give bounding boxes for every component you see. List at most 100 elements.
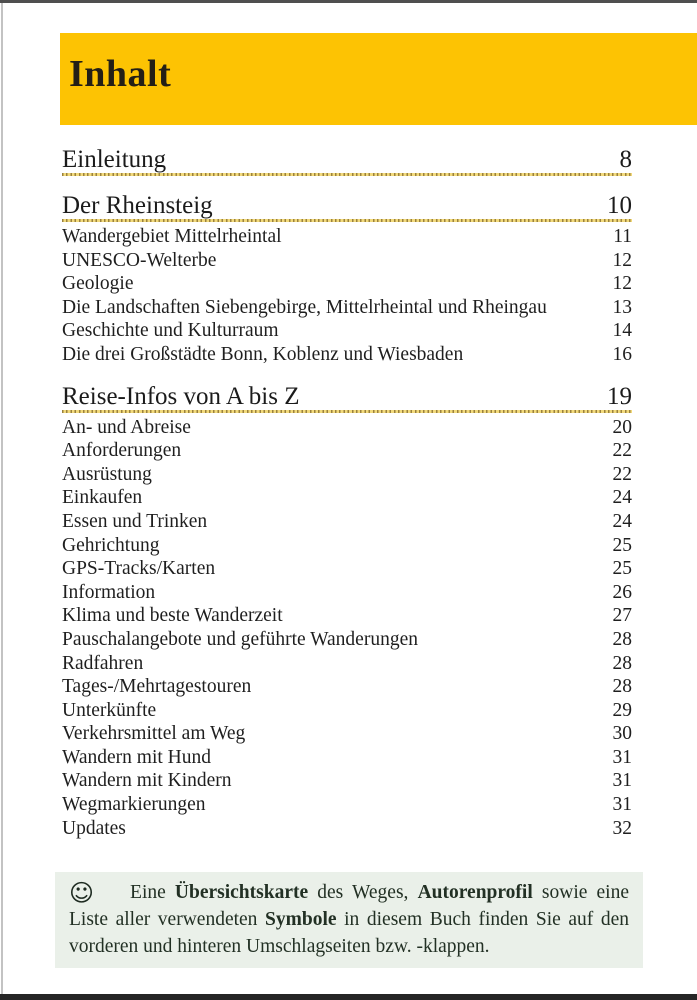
- toc-item-page: 25: [612, 558, 633, 580]
- toc-item-label: UNESCO-Welterbe: [62, 249, 217, 271]
- page-title: Inhalt: [69, 53, 172, 95]
- page-bottom-edge: [0, 994, 697, 1000]
- toc-section-title: Reise-Infos von A bis Z: [62, 382, 300, 410]
- toc-item-label: Klima und beste Wanderzeit: [62, 605, 283, 627]
- toc-item-list: Wandergebiet Mittelrheintal 11 UNESCO-Welt…: [62, 225, 632, 367]
- toc-item-page: 12: [612, 273, 633, 295]
- toc-section-page: 10: [607, 192, 632, 219]
- toc-section-header: Einleitung 8: [62, 146, 632, 176]
- toc-item-list: An- und Abreise 20 Anforderungen 22 Ausrüstu…: [62, 416, 632, 841]
- note-text-segment: sowie eine Liste aller verwendeten: [69, 882, 630, 930]
- toc-item-label: Geschichte und Kulturraum: [62, 320, 279, 342]
- toc-section-page: 19: [607, 382, 632, 410]
- toc-section: Einleitung 8: [62, 146, 632, 176]
- toc-section-title: Der Rheinsteig: [62, 192, 213, 219]
- toc-item-page: 31: [612, 746, 633, 768]
- toc-item-page: 11: [613, 226, 632, 247]
- toc-item-page: 31: [612, 794, 633, 816]
- toc-item: Verkehrsmittel am Weg 30: [62, 722, 632, 746]
- note-bold-term: Symbole: [265, 909, 337, 930]
- toc-item-label: Die drei Großstädte Bonn, Koblenz und Wi…: [62, 343, 464, 365]
- toc-item-label: An- und Abreise: [62, 416, 191, 438]
- toc-item: Updates 32: [62, 817, 632, 841]
- toc-item-page: 22: [612, 440, 633, 462]
- toc-item: Ausrüstung 22: [62, 463, 632, 487]
- note-box: ☺ Eine Übersichtskarte des Weges, Autoren…: [55, 872, 643, 968]
- toc-item-page: 13: [612, 296, 633, 318]
- toc-item: Die Landschaften Siebengebirge, Mittelrh…: [62, 296, 632, 320]
- toc-item: Pauschalangebote und geführte Wanderunge…: [62, 628, 632, 652]
- toc-item-label: Wandern mit Hund: [62, 746, 211, 768]
- toc-item-label: GPS-Tracks/Karten: [62, 558, 216, 580]
- toc-item-label: Information: [62, 581, 156, 603]
- note-text-segment: des Weges,: [308, 882, 418, 903]
- toc-section-title: Einleitung: [62, 146, 167, 173]
- toc-item-page: 20: [612, 416, 633, 438]
- toc-item: Tages-/Mehrtagestouren 28: [62, 675, 632, 699]
- toc-item-label: Unterkünfte: [62, 699, 157, 721]
- toc-item-label: Wandergebiet Mittelrheintal: [62, 226, 282, 247]
- toc-item: Geschichte und Kulturraum 14: [62, 319, 632, 343]
- toc-item: Wandern mit Kindern 31: [62, 769, 632, 793]
- toc-item: Unterkünfte 29: [62, 699, 632, 723]
- note-bold-term: Autorenprofil: [417, 882, 533, 903]
- note-bold-term: Übersichtskarte: [174, 882, 309, 903]
- note-text-segment: Eine: [130, 882, 175, 903]
- toc-item: Anforderungen 22: [62, 439, 632, 463]
- toc-item-label: Pauschalangebote und geführte Wanderunge…: [62, 628, 418, 650]
- toc-item: Radfahren 28: [62, 652, 632, 676]
- toc-item: Essen und Trinken 24: [62, 510, 632, 534]
- note-text-segment: in diesem Buch finden Sie auf den vorder…: [69, 909, 629, 957]
- toc-item-label: Anforderungen: [62, 440, 182, 462]
- toc-item-page: 22: [612, 463, 633, 485]
- toc-item-page: 24: [612, 487, 633, 509]
- page-left-edge: [1, 3, 3, 995]
- toc-item-page: 28: [612, 628, 633, 650]
- toc-section: Der Rheinsteig 10 Wandergebiet Mittelrhein…: [62, 192, 632, 367]
- toc-item: Information 26: [62, 581, 632, 605]
- toc-item-page: 26: [612, 581, 633, 603]
- toc-item-page: 30: [612, 723, 633, 745]
- toc-item-label: Updates: [62, 817, 126, 839]
- toc-item: Die drei Großstädte Bonn, Koblenz und Wi…: [62, 343, 632, 367]
- toc-item: Klima und beste Wanderzeit 27: [62, 604, 632, 628]
- toc-item-page: 16: [612, 343, 633, 365]
- toc-item: GPS-Tracks/Karten 25: [62, 557, 632, 581]
- toc-item: An- und Abreise 20: [62, 416, 632, 440]
- toc-item-page: 12: [612, 249, 633, 271]
- toc-item: UNESCO-Welterbe 12: [62, 249, 632, 273]
- toc-section-header: Der Rheinsteig 10: [62, 192, 632, 222]
- smiley-icon: ☺: [69, 879, 95, 907]
- toc-item: Wandergebiet Mittelrheintal 11: [62, 225, 632, 249]
- toc-item-label: Radfahren: [62, 652, 144, 674]
- toc-item-page: 28: [612, 652, 633, 674]
- note-text: Eine Übersichtskarte des Weges, Autorenp…: [69, 882, 629, 957]
- toc-item-page: 27: [612, 605, 633, 627]
- toc-section: Reise-Infos von A bis Z 19 An- und Abreise…: [62, 383, 632, 841]
- toc-item-label: Geologie: [62, 273, 134, 295]
- toc-item: Gehrichtung 25: [62, 534, 632, 558]
- page-top-edge: [0, 0, 697, 3]
- toc-item-page: 24: [612, 510, 633, 532]
- toc-item: Geologie 12: [62, 272, 632, 296]
- toc-section-page: 8: [619, 146, 633, 173]
- toc-item: Wegmarkierungen 31: [62, 793, 632, 817]
- toc-item-page: 29: [612, 699, 633, 721]
- toc-item: Einkaufen 24: [62, 486, 632, 510]
- toc-item-page: 14: [612, 320, 633, 342]
- toc-item-label: Wegmarkierungen: [62, 794, 206, 816]
- toc-section-header: Reise-Infos von A bis Z 19: [62, 383, 632, 413]
- toc-item-page: 25: [612, 534, 633, 556]
- toc-item-label: Tages-/Mehrtagestouren: [62, 676, 252, 698]
- toc-item-label: Einkaufen: [62, 487, 143, 509]
- toc-item-page: 31: [612, 770, 633, 792]
- toc-item-label: Die Landschaften Siebengebirge, Mittelrh…: [62, 296, 547, 318]
- toc-item-label: Ausrüstung: [62, 463, 152, 485]
- toc-item-label: Gehrichtung: [62, 534, 160, 556]
- toc-item-label: Wandern mit Kindern: [62, 770, 232, 792]
- toc-item-label: Essen und Trinken: [62, 510, 208, 532]
- toc-item-label: Verkehrsmittel am Weg: [62, 723, 246, 745]
- toc-item-page: 32: [612, 817, 633, 839]
- toc-item-page: 28: [612, 676, 633, 698]
- toc: Einleitung 8 Der Rheinsteig 10 Wandergebiet …: [62, 146, 632, 840]
